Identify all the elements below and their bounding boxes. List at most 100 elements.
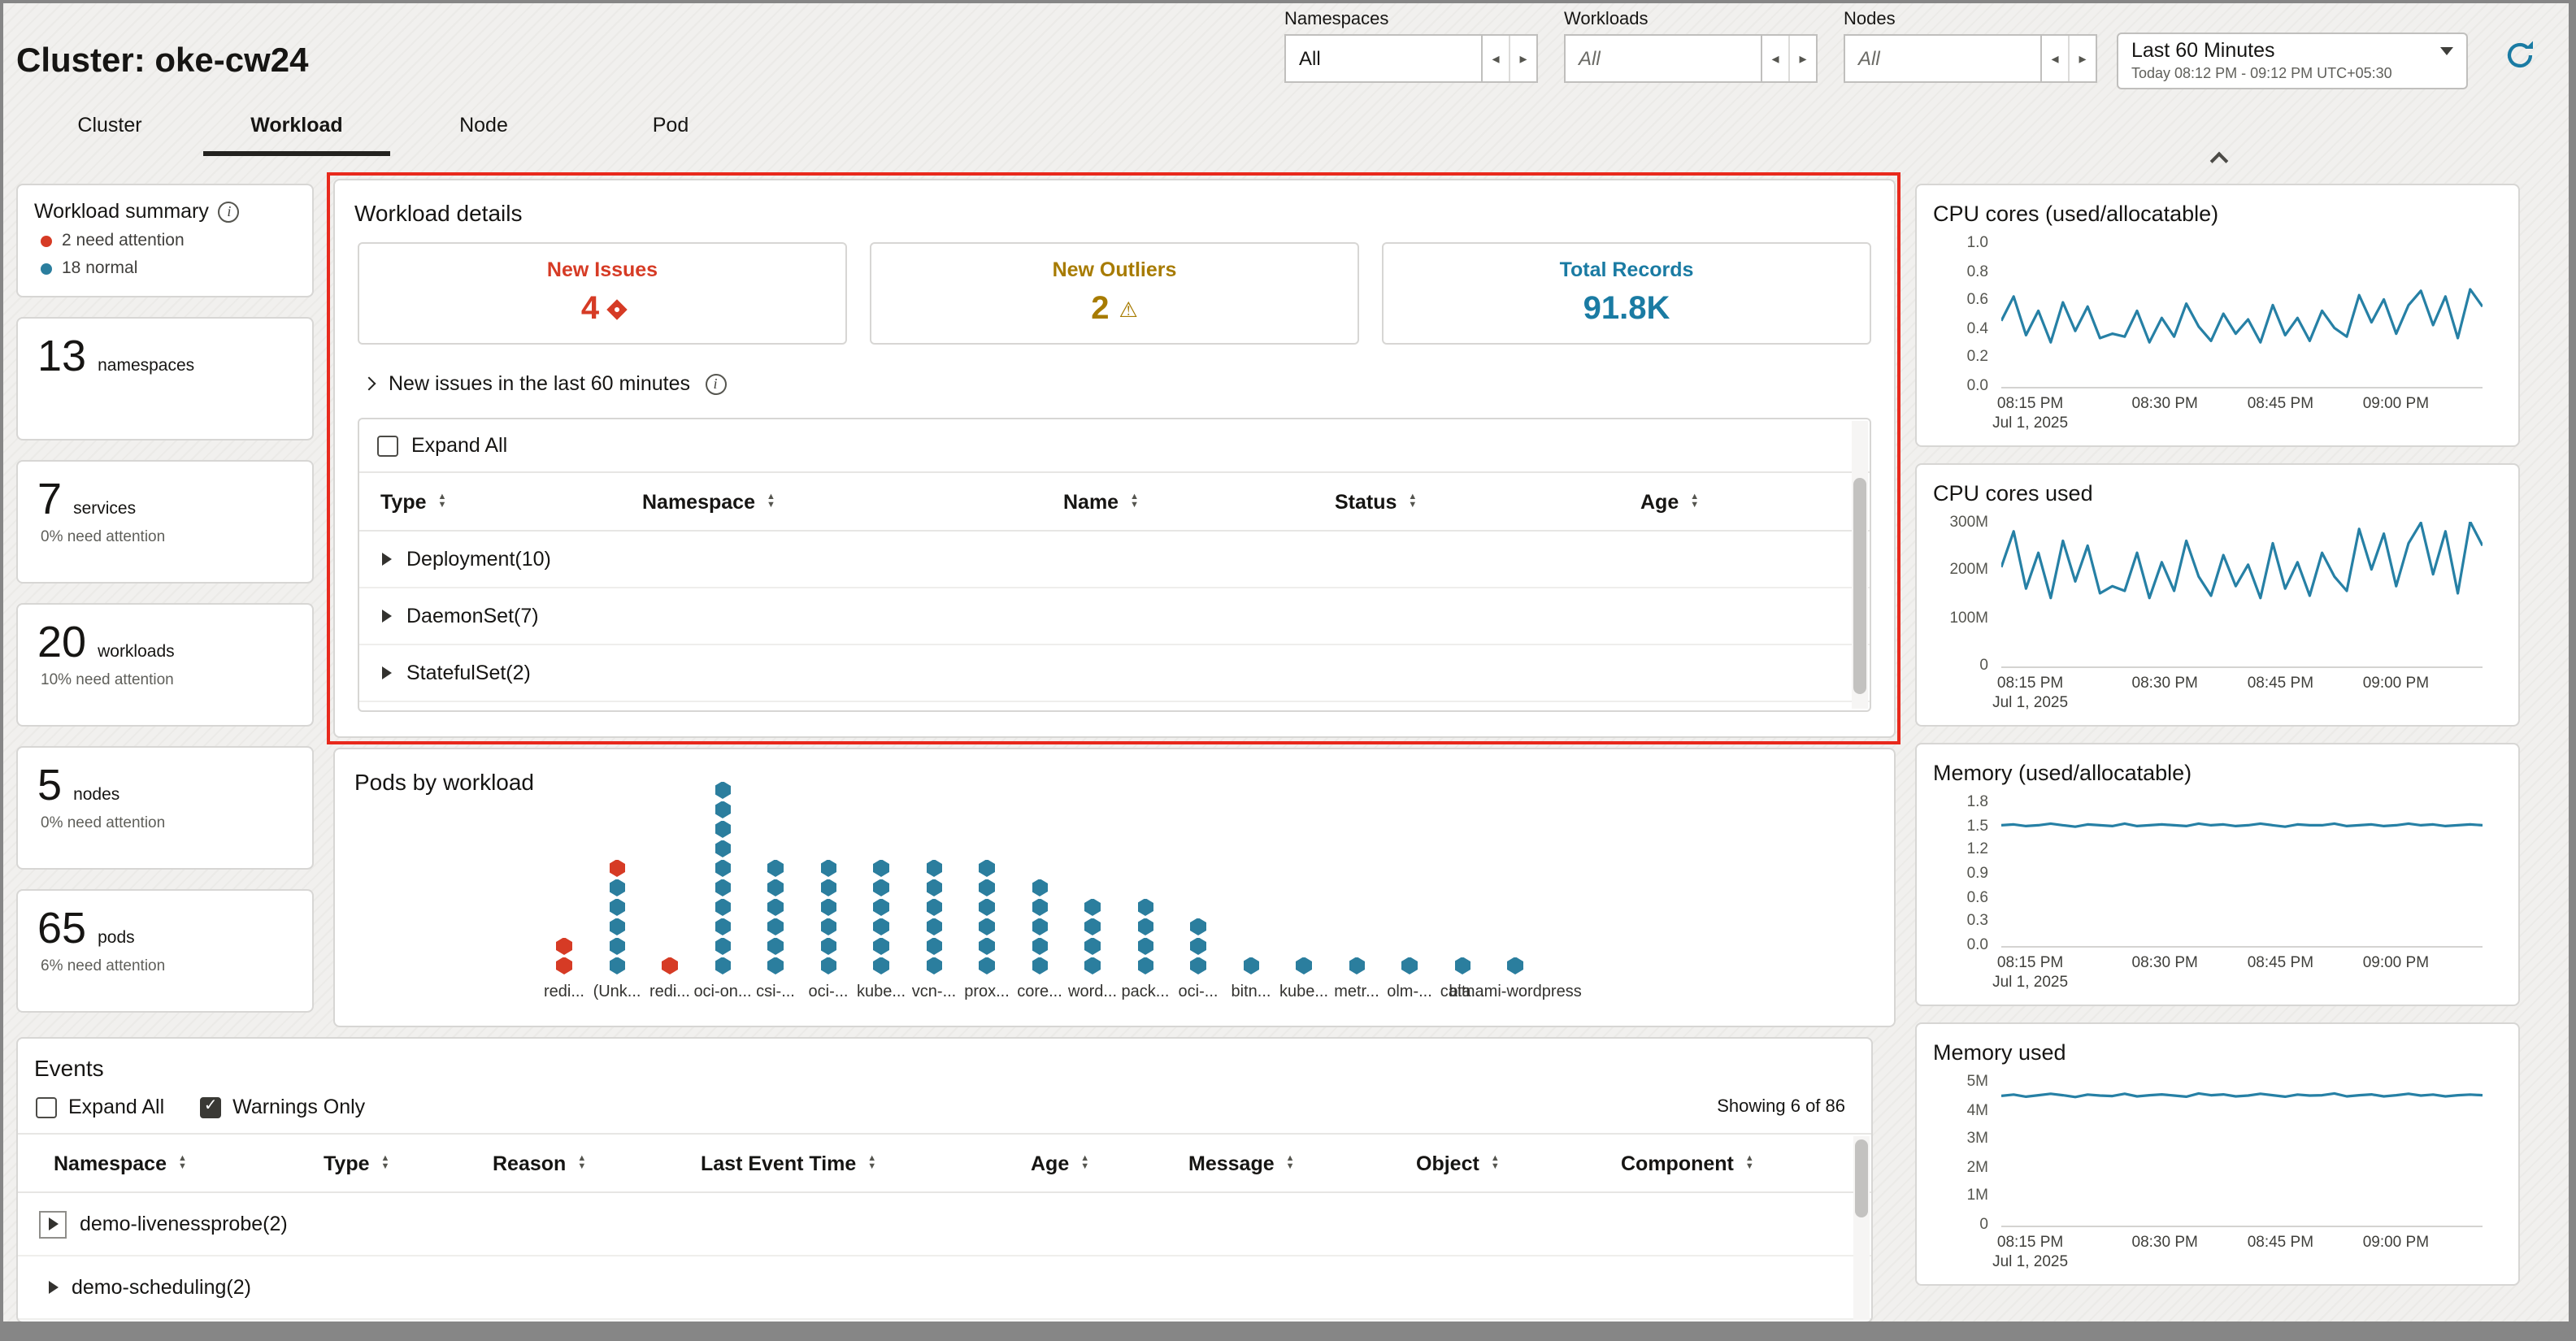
column-header-last-event-time[interactable]: Last Event Time ▲ ▼ <box>701 1152 1031 1174</box>
pod-dot-normal[interactable] <box>873 879 889 896</box>
pod-stack[interactable]: kube... <box>1279 956 1328 1003</box>
sidebar-stat-pods[interactable]: 65 pods 6% need attention <box>16 889 314 1013</box>
pod-stack[interactable]: metr... <box>1334 956 1379 1003</box>
info-icon[interactable]: i <box>218 201 240 222</box>
pod-dot-normal[interactable] <box>715 820 731 838</box>
column-header-age[interactable]: Age ▲ ▼ <box>1031 1152 1188 1174</box>
pod-dot-normal[interactable] <box>1401 957 1418 974</box>
pod-dot-normal[interactable] <box>873 898 889 916</box>
sidebar-stat-services[interactable]: 7 services 0% need attention <box>16 460 314 584</box>
column-header-age[interactable]: Age ▲ ▼ <box>1640 490 1868 513</box>
pod-dot-normal[interactable] <box>820 879 836 896</box>
scrollbar-thumb[interactable] <box>1853 478 1866 695</box>
pod-dot-normal[interactable] <box>820 918 836 935</box>
pod-dot-normal[interactable] <box>979 918 995 935</box>
table-group-row[interactable]: StatefulSet(2) <box>359 645 1870 702</box>
pod-dot-normal[interactable] <box>1190 937 1206 955</box>
pod-dot-normal[interactable] <box>767 898 784 916</box>
sidebar-stat-namespaces[interactable]: 13 namespaces <box>16 317 314 440</box>
pod-dot-normal[interactable] <box>609 918 625 935</box>
pod-dot-attention[interactable] <box>556 957 572 974</box>
pod-dot-normal[interactable] <box>1032 957 1048 974</box>
pod-dot-normal[interactable] <box>926 937 942 955</box>
pod-dot-normal[interactable] <box>767 937 784 955</box>
pod-stack[interactable]: word... <box>1068 897 1117 1003</box>
pod-dot-normal[interactable] <box>1296 957 1312 974</box>
pod-dot-normal[interactable] <box>1137 937 1153 955</box>
pod-dot-normal[interactable] <box>873 957 889 974</box>
pod-dot-normal[interactable] <box>715 840 731 857</box>
pod-stack[interactable]: (Unk... <box>593 858 641 1003</box>
pod-stack[interactable]: csi-... <box>754 858 797 1003</box>
sidebar-stat-workloads[interactable]: 20 workloads 10% need attention <box>16 603 314 727</box>
pod-dot-normal[interactable] <box>979 898 995 916</box>
tab-workload[interactable]: Workload <box>203 101 390 156</box>
pod-dot-normal[interactable] <box>873 918 889 935</box>
pod-stack[interactable]: pack... <box>1122 897 1169 1003</box>
events-group-row[interactable]: demo-livenessprobe(2) <box>18 1193 1871 1256</box>
pod-dot-normal[interactable] <box>767 918 784 935</box>
pod-dot-normal[interactable] <box>1137 898 1153 916</box>
pod-dot-attention[interactable] <box>556 937 572 955</box>
pod-dot-normal[interactable] <box>715 918 731 935</box>
time-range-select[interactable]: Last 60 Minutes Today 08:12 PM - 09:12 P… <box>2117 33 2468 89</box>
column-header-object[interactable]: Object ▲ ▼ <box>1416 1152 1621 1174</box>
pod-dot-normal[interactable] <box>926 918 942 935</box>
column-header-message[interactable]: Message ▲ ▼ <box>1188 1152 1416 1174</box>
pod-stack[interactable]: oci-... <box>1177 917 1219 1003</box>
pod-stack[interactable]: redi... <box>649 956 691 1003</box>
pod-stack[interactable]: core... <box>1017 878 1062 1003</box>
pod-dot-normal[interactable] <box>715 898 731 916</box>
pod-dot-normal[interactable] <box>873 937 889 955</box>
triangle-right-icon[interactable] <box>382 666 392 679</box>
pod-dot-attention[interactable] <box>609 859 625 877</box>
pod-stack[interactable]: cata... <box>1440 956 1484 1003</box>
pod-dot-normal[interactable] <box>715 801 731 818</box>
pod-dot-normal[interactable] <box>609 957 625 974</box>
filter-value[interactable]: All <box>1284 34 1483 83</box>
column-header-status[interactable]: Status ▲ ▼ <box>1335 490 1640 513</box>
pod-dot-normal[interactable] <box>1032 918 1048 935</box>
pod-dot-normal[interactable] <box>767 879 784 896</box>
pod-dot-normal[interactable] <box>1084 898 1101 916</box>
tab-pod[interactable]: Pod <box>652 114 689 137</box>
column-header-type[interactable]: Type ▲ ▼ <box>324 1152 493 1174</box>
pod-dot-normal[interactable] <box>715 879 731 896</box>
pod-stack[interactable]: vcn-... <box>912 858 956 1003</box>
scrollbar-track[interactable] <box>1852 421 1868 709</box>
pod-dot-normal[interactable] <box>609 937 625 955</box>
sidebar-stat-nodes[interactable]: 5 nodes 0% need attention <box>16 746 314 870</box>
expand-all-checkbox[interactable] <box>377 435 398 456</box>
warnings-only-checkbox[interactable]: ✓ <box>200 1096 222 1118</box>
events-expand-all-checkbox[interactable] <box>36 1096 57 1118</box>
pod-dot-normal[interactable] <box>1190 918 1206 935</box>
pod-dot-normal[interactable] <box>767 859 784 877</box>
pod-dot-normal[interactable] <box>1454 957 1470 974</box>
table-group-row[interactable]: DaemonSet(7) <box>359 588 1870 645</box>
pod-dot-normal[interactable] <box>609 879 625 896</box>
pod-dot-normal[interactable] <box>767 957 784 974</box>
column-header-name[interactable]: Name ▲ ▼ <box>1063 490 1335 513</box>
triangle-right-icon[interactable] <box>382 610 392 623</box>
table-group-row[interactable]: Deployment(10) <box>359 532 1870 588</box>
column-header-namespace[interactable]: Namespace ▲ ▼ <box>54 1152 324 1174</box>
column-header-type[interactable]: Type ▲ ▼ <box>380 490 642 513</box>
pod-dot-normal[interactable] <box>1032 879 1048 896</box>
pod-dot-normal[interactable] <box>715 937 731 955</box>
pod-dot-normal[interactable] <box>1137 918 1153 935</box>
pod-dot-normal[interactable] <box>1137 957 1153 974</box>
pod-stack[interactable]: olm-... <box>1387 956 1432 1003</box>
caret-left-icon[interactable]: ◂ <box>1483 36 1510 81</box>
pod-stack[interactable]: prox... <box>964 858 1010 1003</box>
pod-stack[interactable]: oci-... <box>807 858 849 1003</box>
pod-dot-normal[interactable] <box>926 859 942 877</box>
caret-right-icon[interactable]: ▸ <box>1799 50 1807 66</box>
pod-dot-normal[interactable] <box>715 957 731 974</box>
triangle-right-icon[interactable] <box>49 1281 59 1294</box>
tab-node[interactable]: Node <box>459 114 508 137</box>
filter-value[interactable]: All <box>1564 34 1762 83</box>
pod-dot-normal[interactable] <box>873 859 889 877</box>
pod-stack[interactable]: oci-on... <box>693 780 752 1003</box>
pod-dot-normal[interactable] <box>715 781 731 799</box>
pod-stack[interactable]: bitnami-wordpress <box>1449 956 1582 1003</box>
